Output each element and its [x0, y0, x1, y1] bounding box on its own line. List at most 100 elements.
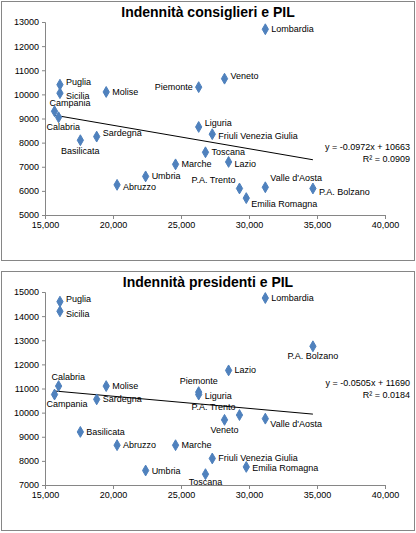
scatter-point [196, 82, 202, 93]
y-tick: 13000 [14, 336, 45, 346]
y-tick-mark [42, 215, 45, 216]
scatter-point [196, 389, 202, 400]
y-tick-label: 10000 [14, 408, 39, 418]
chart-title: Indennità presidenti e PIL [123, 274, 294, 290]
y-tick-label: 8000 [19, 456, 39, 466]
y-tick-mark [42, 70, 45, 71]
y-axis-line [42, 23, 46, 216]
scatter-point [262, 182, 268, 193]
point-label: Lombardia [271, 24, 314, 34]
x-tick-mark [181, 485, 182, 489]
scatter-point [243, 193, 249, 204]
y-tick: 6000 [19, 186, 45, 196]
x-tick: 35,000 [304, 215, 332, 230]
chart-border [2, 2, 415, 261]
scatter-point [310, 341, 316, 352]
y-tick-mark [42, 485, 45, 486]
y-tick-mark [42, 437, 45, 438]
y-tick-label: 5000 [19, 210, 39, 220]
scatter-point [310, 183, 316, 194]
point-label: P.A. Trento [192, 402, 236, 412]
trendline [55, 115, 313, 160]
y-tick-label: 9000 [19, 114, 39, 124]
x-tick-mark [317, 215, 318, 219]
point-label: P.A. Bolzano [287, 351, 338, 361]
y-axis: 7000800090001000011000120001300014000150… [14, 287, 46, 490]
x-tick-mark [113, 485, 114, 489]
y-tick: 8000 [19, 138, 45, 148]
point-label: Calabria [52, 372, 86, 382]
x-tick: 25,000 [168, 485, 196, 500]
y-tick-mark [42, 316, 45, 317]
scatter-point [172, 159, 178, 170]
scatter-point [262, 413, 268, 424]
point-labels: LombardiaVenetoPiemonteMolisePugliaSicil… [47, 293, 339, 487]
y-tick-label: 7000 [19, 480, 39, 490]
trendline-annotation: R² = 0.0184 [363, 390, 410, 400]
scatter-point [236, 183, 242, 194]
y-tick-label: 12000 [14, 360, 39, 370]
trendline-annotation: y = -0.0972x + 10663 [325, 142, 410, 152]
point-label: Marche [182, 440, 212, 450]
point-label: Molise [112, 381, 138, 391]
y-tick: 7000 [19, 480, 45, 490]
point-label: Basilicata [61, 146, 100, 156]
x-tick-label: 35,000 [304, 490, 332, 500]
y-tick: 5000 [19, 210, 45, 220]
point-label: Veneto [211, 425, 239, 435]
scatter-point [57, 306, 63, 317]
y-tick-mark [42, 167, 45, 168]
y-tick-label: 14000 [14, 312, 39, 322]
scatter-point [55, 381, 61, 392]
x-tick-label: 25,000 [168, 490, 196, 500]
point-label: Liguria [205, 391, 232, 401]
scatter-point [221, 414, 227, 425]
y-axis-line [42, 293, 46, 486]
scatter-point [55, 112, 61, 123]
scatter-point [77, 135, 83, 146]
y-tick-label: 7000 [19, 162, 39, 172]
scatter-point [225, 365, 231, 376]
y-tick-label: 13000 [14, 336, 39, 346]
x-tick-label: 20,000 [100, 220, 128, 230]
y-tick-mark [42, 143, 45, 144]
y-tick-label: 12000 [14, 42, 39, 52]
x-axis: 15,00020,00025,00030,00035,00040,000 [32, 215, 400, 230]
x-tick-label: 15,000 [32, 490, 60, 500]
x-tick-mark [249, 485, 250, 489]
point-label: Campania [50, 98, 91, 108]
y-tick-mark [42, 119, 45, 120]
y-tick: 9000 [19, 114, 45, 124]
x-tick: 20,000 [100, 485, 128, 500]
point-label: Piemonte [155, 82, 193, 92]
x-tick-label: 35,000 [304, 220, 332, 230]
y-tick: 10000 [14, 90, 45, 100]
x-tick-mark [317, 485, 318, 489]
point-label: Abruzzo [123, 182, 156, 192]
point-label: Lombardia [271, 293, 314, 303]
point-label: Emilia Romagna [251, 199, 317, 209]
y-tick-mark [42, 413, 45, 414]
x-tick-label: 15,000 [32, 220, 60, 230]
x-tick-mark [385, 485, 386, 489]
chart-canvas: Indennità consiglieri e PIL15,00020,0002… [0, 0, 416, 533]
scatter-point [221, 73, 227, 84]
x-tick: 30,000 [236, 485, 264, 500]
x-tick: 25,000 [168, 215, 196, 230]
y-tick-label: 10000 [14, 90, 39, 100]
trendline [55, 391, 313, 414]
scatter-point [225, 156, 231, 167]
y-tick-mark [42, 389, 45, 390]
scatter-point [143, 171, 149, 182]
x-tick: 35,000 [304, 485, 332, 500]
x-tick-label: 25,000 [168, 220, 196, 230]
point-label: Valle d'Aosta [270, 419, 322, 429]
y-tick-label: 13000 [14, 17, 39, 27]
y-tick: 12000 [14, 42, 45, 52]
y-tick-mark [42, 461, 45, 462]
x-tick: 40,000 [372, 215, 400, 230]
point-label: Sicilia [66, 309, 90, 319]
point-label: Liguria [205, 118, 232, 128]
trendline-annotation: y = -0.0505x + 11690 [326, 378, 410, 388]
scatter-point [262, 293, 268, 304]
